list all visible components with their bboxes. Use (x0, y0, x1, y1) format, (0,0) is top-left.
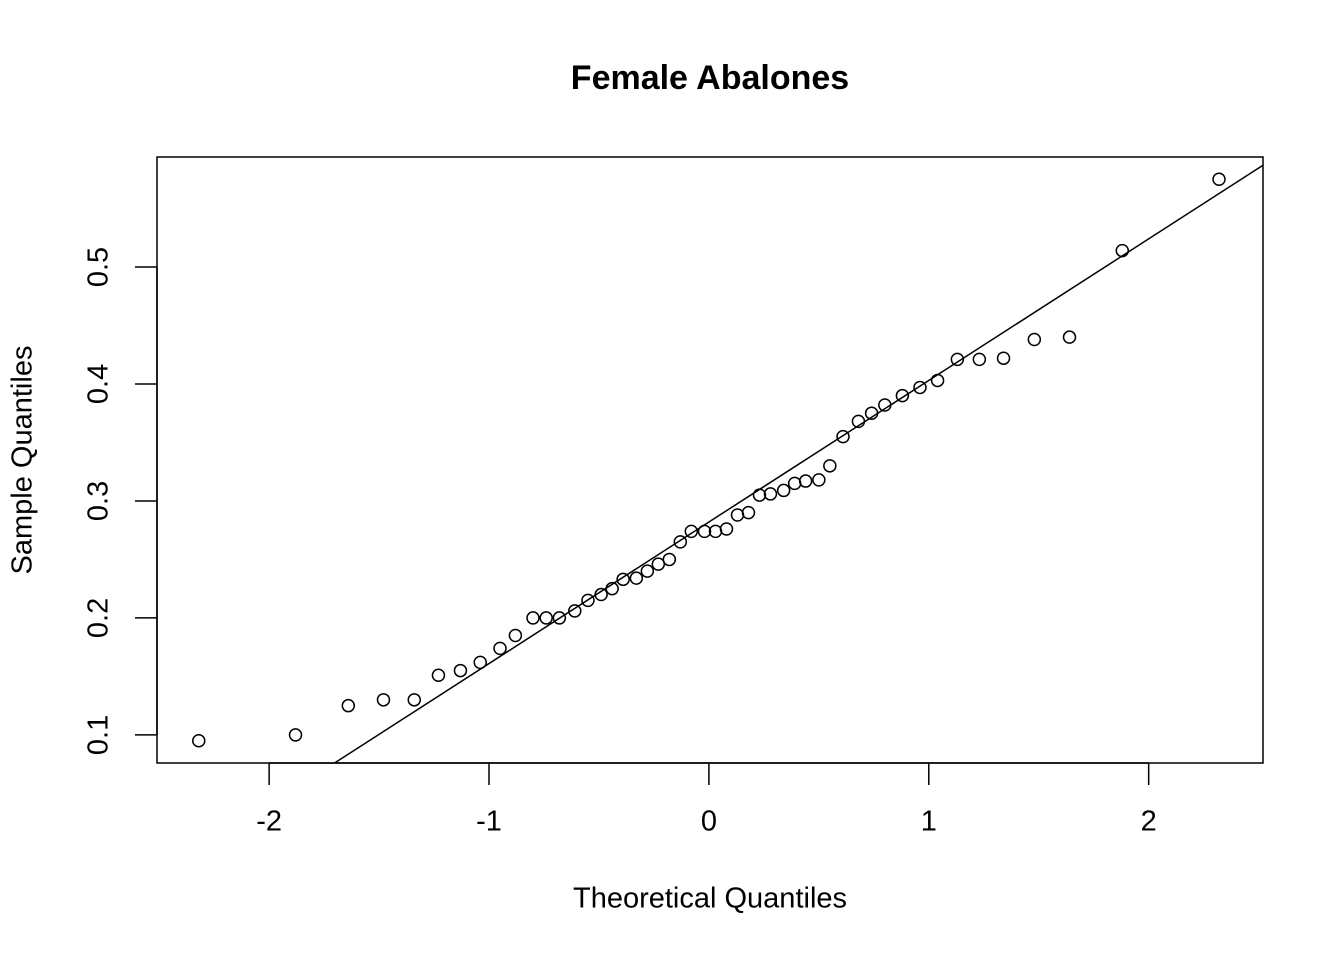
point (878, 398, 892, 412)
point (493, 641, 507, 656)
point (473, 655, 487, 670)
point (1115, 243, 1130, 258)
point (651, 557, 666, 571)
point (996, 351, 1011, 365)
point (719, 522, 734, 536)
point (812, 473, 826, 487)
x-axis-title: Theoretical Quantiles (573, 883, 847, 915)
point (895, 388, 910, 403)
point (741, 505, 756, 520)
y-tick-label: 0.3 (83, 481, 115, 521)
point (1027, 332, 1042, 347)
point (616, 572, 630, 587)
point (568, 604, 582, 618)
point (508, 628, 523, 643)
point (629, 571, 644, 585)
x-tick-label: 2 (1141, 806, 1157, 838)
plot-box (156, 156, 1264, 764)
point (526, 611, 540, 625)
point (539, 611, 553, 625)
point (376, 693, 391, 707)
point (930, 373, 945, 388)
point (453, 663, 468, 678)
point (798, 474, 813, 488)
point (605, 581, 619, 596)
point (972, 352, 987, 367)
chart-title: Female Abalones (571, 59, 849, 97)
point (851, 414, 866, 429)
point (662, 552, 677, 567)
x-tick-label: -2 (256, 806, 282, 838)
point (192, 734, 206, 748)
y-axis-title: Sample Quantiles (7, 346, 39, 575)
point (640, 564, 655, 578)
point (431, 668, 446, 683)
x-tick-label: 0 (701, 806, 717, 838)
point (673, 535, 688, 549)
y-tick-label: 0.5 (83, 247, 115, 287)
y-tick-label: 0.2 (83, 598, 115, 638)
point (787, 476, 802, 491)
point (823, 459, 837, 473)
point (697, 524, 712, 539)
point (581, 593, 595, 608)
point (776, 483, 791, 498)
point (763, 487, 778, 501)
point (594, 587, 608, 602)
point (1062, 330, 1077, 344)
x-tick-label: 1 (921, 806, 937, 838)
x-tick-label: -1 (476, 806, 502, 838)
qq-line (333, 164, 1263, 763)
point (407, 693, 422, 707)
point (341, 698, 356, 713)
point (913, 380, 927, 395)
point (684, 524, 699, 539)
point (864, 406, 879, 420)
point (836, 429, 850, 444)
y-tick-label: 0.1 (83, 715, 115, 755)
y-tick-label: 0.4 (83, 364, 115, 404)
point (708, 524, 723, 539)
point (552, 611, 567, 625)
point (730, 508, 745, 522)
point (950, 352, 965, 367)
point (1212, 172, 1226, 186)
point (752, 488, 767, 502)
point (288, 728, 303, 742)
